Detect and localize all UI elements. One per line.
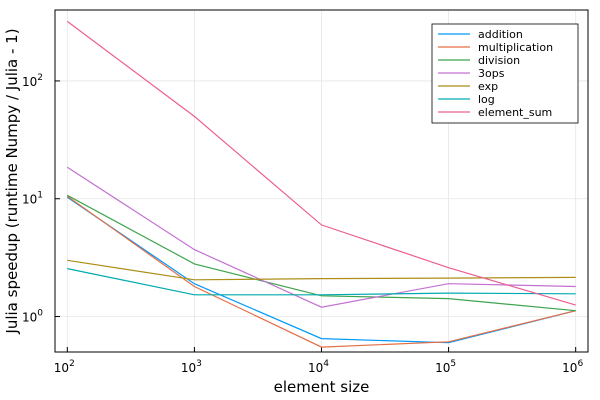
series-line-3ops [66, 166, 576, 308]
y-tick-label: 101 [22, 191, 43, 207]
y-tick-label: 100 [22, 309, 43, 325]
legend-label: 3ops [478, 67, 505, 80]
series-line-exp [67, 259, 576, 281]
series-line-log [67, 268, 576, 296]
x-tick-label: 106 [562, 359, 583, 375]
x-tick-label: 102 [54, 359, 75, 375]
axis-ticks: 102 103 104 105 106 100 101 102 [22, 73, 583, 375]
series-line-multiplication [66, 195, 576, 348]
series-lines [66, 20, 576, 348]
legend: additionmultiplicationdivision3opsexplog… [431, 23, 579, 124]
legend-label: element_sum [478, 106, 552, 119]
x-tick-label: 104 [308, 359, 329, 375]
legend-label: multiplication [478, 41, 553, 54]
series-line-element-sum [66, 20, 576, 306]
legend-label: addition [478, 28, 523, 41]
y-tick-label: 102 [22, 73, 43, 89]
x-axis-label: element size [274, 378, 370, 396]
legend-label: log [478, 93, 495, 106]
legend-label: division [478, 54, 520, 67]
x-tick-label: 103 [181, 359, 202, 375]
series-line-division [67, 194, 576, 312]
x-tick-label: 105 [435, 359, 456, 375]
y-axis-label: Julia speedup (runtime Numpy / Julia - 1… [3, 28, 21, 334]
legend-label: exp [478, 80, 498, 93]
